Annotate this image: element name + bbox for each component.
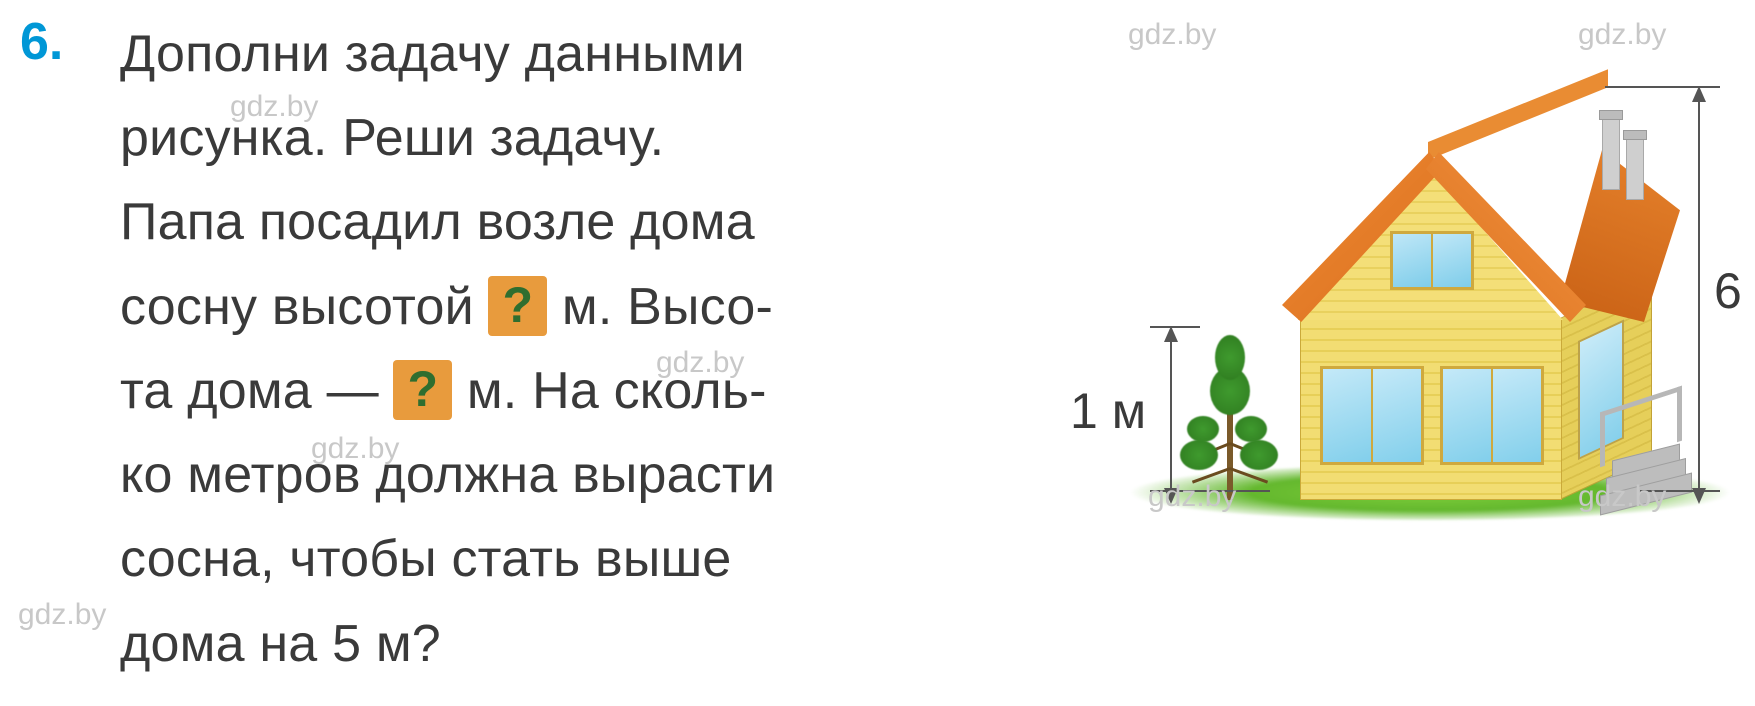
text-line-1: Дополни задачу данными [120,12,1060,96]
arrow-up-icon [1164,326,1178,342]
pine-foliage [1180,440,1218,470]
dimension-line-pine [1170,340,1172,490]
dimension-tick [1150,326,1200,328]
dimension-line-house [1698,100,1700,490]
text-line-4a: сосну высотой [120,278,488,336]
blank-box-house: ? [393,360,452,420]
text-line-4: сосну высотой ? м. Высо- [120,265,1060,349]
text-line-2: рисунка. Реши задачу. [120,96,1060,180]
text-line-4b: м. Высо- [547,278,773,336]
house-roof-side [1560,150,1680,322]
text-line-5b: м. На сколь- [452,362,766,420]
chimney-cap-2 [1623,130,1647,140]
chimney-1 [1602,118,1620,190]
text-line-6: ко метров должна вырасти [120,433,1060,517]
dimension-label-pine: 1 м [1070,382,1146,440]
window-pane [1492,368,1542,463]
window-pane [1392,233,1432,288]
pine-foliage [1215,335,1245,380]
house-illustration [1300,100,1670,500]
chimney-cap-1 [1599,110,1623,120]
attic-window [1390,231,1474,290]
dimension-tick [1150,490,1270,492]
figure: 1 м 6 м [1080,0,1750,560]
dimension-tick [1605,86,1720,88]
problem-number: 6. [20,12,63,72]
text-line-8: дома на 5 м? [120,602,1060,686]
front-window-2 [1440,366,1544,465]
chimney-2 [1626,138,1644,200]
dimension-tick [1640,490,1720,492]
text-line-5a: та дома — [120,362,393,420]
pine-foliage [1240,440,1278,470]
watermark: gdz.by [18,598,106,632]
front-window-1 [1320,366,1424,465]
dimension-label-house: 6 м [1714,262,1755,320]
pine-tree [1185,330,1275,500]
house-roof-ridge [1428,69,1608,160]
text-line-3: Папа посадил возле дома [120,180,1060,264]
window-pane [1442,368,1492,463]
pine-trunk [1227,400,1233,500]
window-pane [1432,233,1472,288]
window-pane [1372,368,1422,463]
blank-box-pine: ? [488,276,547,336]
pine-foliage [1187,416,1219,442]
arrow-up-icon [1692,86,1706,102]
porch-steps [1600,444,1690,504]
window-pane [1322,368,1372,463]
pine-foliage [1235,416,1267,442]
text-line-7: сосна, чтобы стать выше [120,517,1060,601]
problem-text: Дополни задачу данными рисунка. Реши зад… [120,12,1060,686]
text-line-5: та дома — ? м. На сколь- [120,349,1060,433]
page-root: 6. Дополни задачу данными рисунка. Реши … [0,0,1755,706]
